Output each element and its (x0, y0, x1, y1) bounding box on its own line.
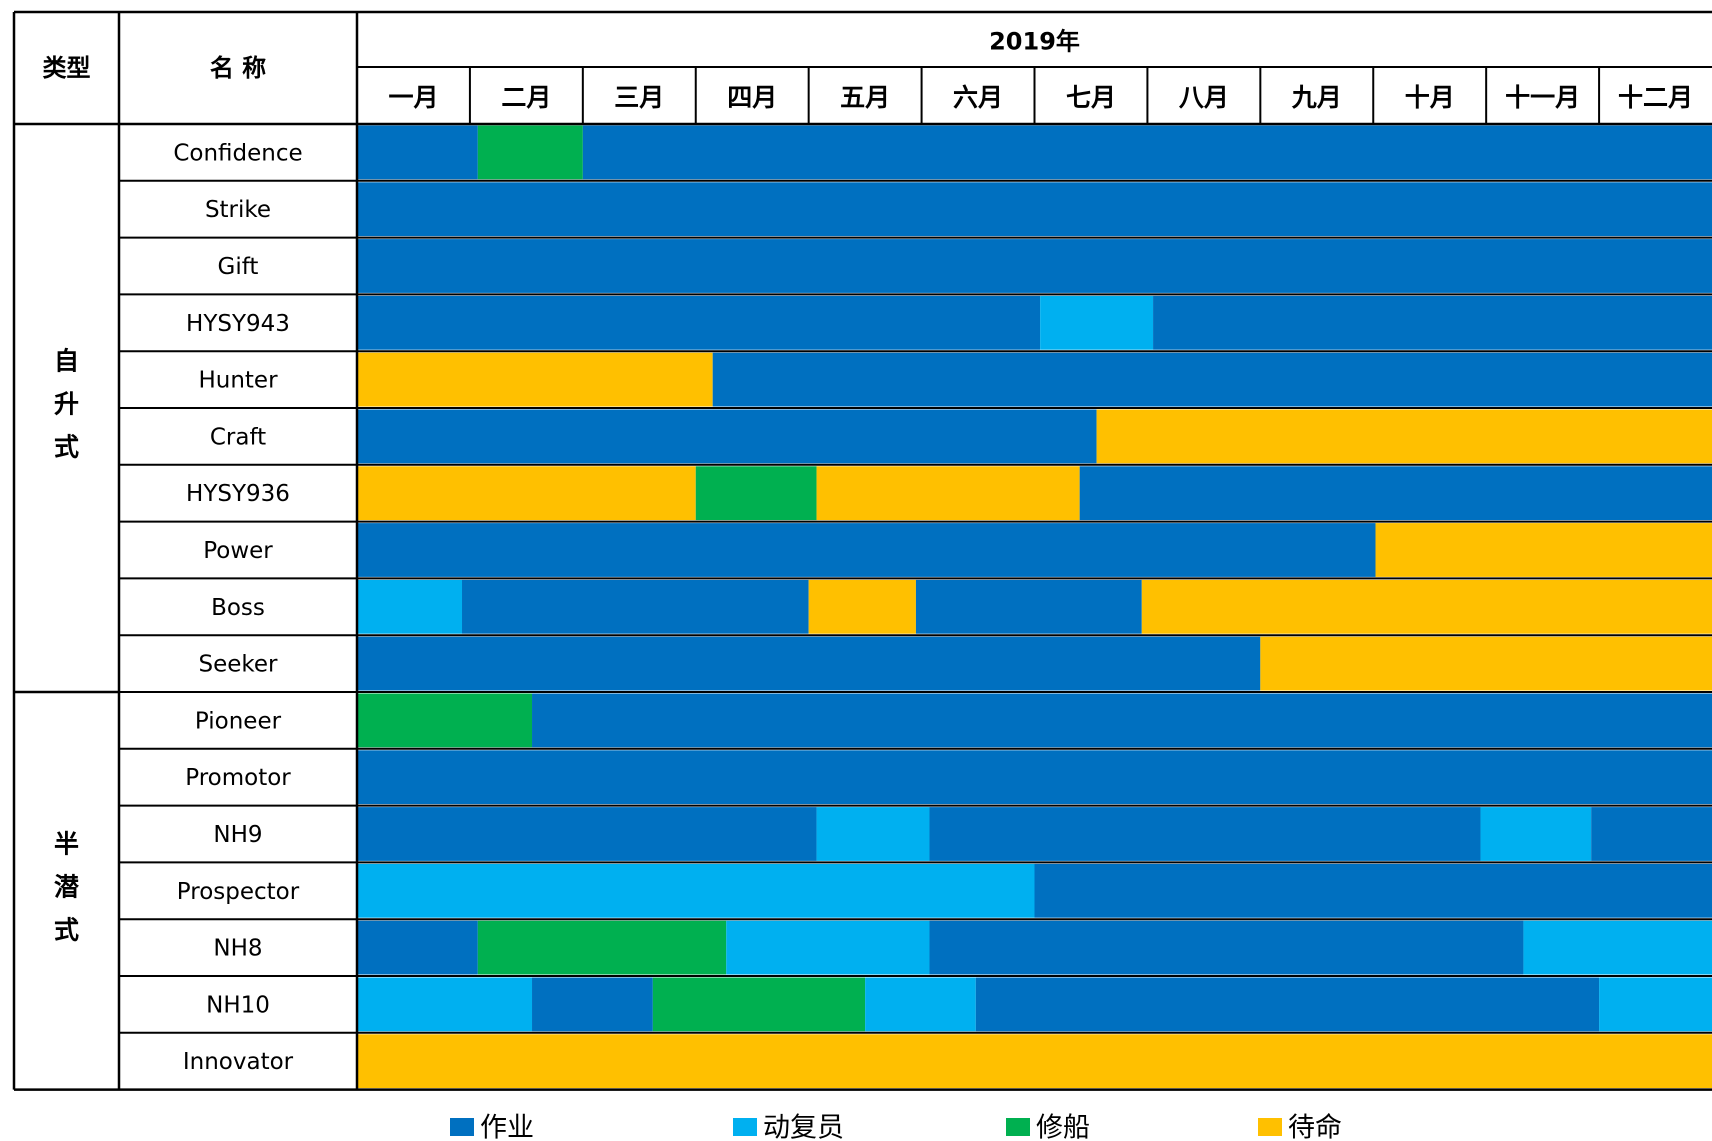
group-label-0-char-1: 升 (54, 390, 79, 419)
bar-nh8-3 (929, 920, 1524, 975)
bar-hysy936-3 (1079, 466, 1712, 521)
row-name-nh9: NH9 (213, 822, 262, 848)
header-year: 2019年 (989, 28, 1080, 56)
group-label-0-char-2: 式 (54, 433, 79, 462)
bar-seeker-0 (357, 636, 1261, 691)
bar-nh9-3 (1480, 807, 1592, 861)
bar-hunter-0 (357, 352, 713, 407)
month-label-10: 十月 (1405, 83, 1455, 112)
bar-nh10-2 (652, 977, 866, 1032)
bar-confidence-0 (357, 125, 478, 180)
bar-pioneer-1 (532, 693, 1712, 748)
bar-nh8-2 (726, 920, 930, 975)
bar-nh8-4 (1523, 920, 1712, 975)
month-label-2: 二月 (501, 83, 551, 112)
bar-boss-0 (357, 579, 463, 634)
legend-swatch-2 (1006, 1118, 1030, 1136)
row-name-prospector: Prospector (177, 879, 300, 905)
legend-label-2: 修船 (1036, 1113, 1090, 1141)
bar-nh8-1 (477, 920, 727, 975)
month-label-1: 一月 (388, 83, 438, 112)
bar-boss-4 (1141, 579, 1712, 634)
month-label-7: 七月 (1066, 83, 1116, 112)
month-label-11: 十一月 (1505, 83, 1580, 112)
bar-craft-0 (357, 409, 1097, 464)
row-name-boss: Boss (211, 595, 265, 621)
bar-nh10-1 (532, 977, 653, 1032)
row-name-promotor: Promotor (185, 765, 291, 791)
bar-nh9-1 (816, 807, 930, 861)
bar-gift-0 (357, 239, 1712, 293)
header-name: 名 称 (210, 54, 266, 82)
bar-power-1 (1375, 523, 1712, 577)
bar-nh9-2 (929, 807, 1481, 861)
bar-promotor-0 (357, 750, 1712, 805)
bar-seeker-1 (1260, 636, 1712, 691)
month-label-4: 四月 (727, 83, 777, 112)
bar-hysy936-0 (357, 466, 696, 521)
header-type: 类型 (43, 54, 91, 82)
row-name-power: Power (203, 538, 273, 564)
row-name-hysy943: HYSY943 (186, 311, 290, 337)
bar-nh9-4 (1591, 807, 1712, 861)
bar-nh10-5 (1599, 977, 1712, 1032)
bar-confidence-2 (582, 125, 1712, 180)
group-label-1-char-1: 潜 (54, 872, 80, 901)
row-name-craft: Craft (210, 424, 266, 450)
bar-hysy936-2 (816, 466, 1080, 521)
legend-label-1: 动复员 (763, 1113, 844, 1141)
bar-hysy936-1 (695, 466, 817, 521)
bar-hysy943-0 (357, 295, 1041, 350)
row-name-innovator: Innovator (183, 1049, 294, 1075)
legend-swatch-1 (733, 1118, 757, 1136)
bar-strike-0 (357, 182, 1712, 237)
bar-hysy943-2 (1153, 295, 1712, 350)
row-name-gift: Gift (218, 254, 259, 280)
row-name-strike: Strike (205, 197, 271, 223)
month-label-9: 九月 (1291, 83, 1342, 112)
bar-pioneer-0 (357, 693, 533, 748)
row-name-hysy936: HYSY936 (186, 481, 290, 507)
bar-innovator-0 (357, 1034, 1712, 1089)
bar-confidence-1 (477, 125, 583, 180)
bar-nh10-3 (865, 977, 976, 1032)
bar-hysy943-1 (1040, 295, 1154, 350)
bar-nh8-0 (357, 920, 478, 975)
group-label-1-char-0: 半 (54, 829, 79, 858)
bar-prospector-0 (357, 863, 1035, 918)
legend-label-3: 待命 (1288, 1113, 1342, 1141)
bar-craft-1 (1096, 409, 1712, 464)
bar-boss-3 (915, 579, 1142, 634)
bar-boss-1 (462, 579, 809, 634)
month-label-12: 十二月 (1618, 83, 1693, 112)
bar-power-0 (357, 523, 1376, 577)
row-name-confidence: Confidence (173, 140, 302, 166)
row-name-pioneer: Pioneer (195, 708, 282, 734)
bar-nh10-4 (975, 977, 1600, 1032)
legend-label-0: 作业 (480, 1113, 534, 1141)
row-name-nh8: NH8 (213, 936, 262, 962)
bar-prospector-1 (1034, 863, 1712, 918)
month-label-8: 八月 (1179, 83, 1229, 112)
row-name-hunter: Hunter (198, 368, 278, 394)
month-label-5: 五月 (840, 83, 890, 112)
month-label-3: 三月 (614, 83, 664, 112)
bar-nh9-0 (357, 807, 817, 861)
legend-swatch-0 (450, 1118, 474, 1136)
bar-nh10-0 (357, 977, 533, 1032)
month-label-6: 六月 (953, 83, 1003, 112)
bar-hunter-1 (712, 352, 1712, 407)
row-name-seeker: Seeker (198, 652, 278, 678)
legend-swatch-3 (1258, 1118, 1282, 1136)
row-name-nh10: NH10 (206, 992, 270, 1018)
group-label-0-char-0: 自 (54, 347, 79, 376)
group-label-1-char-2: 式 (54, 915, 79, 944)
bar-boss-2 (808, 579, 916, 634)
